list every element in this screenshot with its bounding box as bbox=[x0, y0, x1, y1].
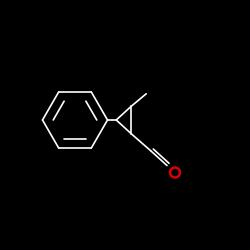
Polygon shape bbox=[170, 167, 180, 178]
Polygon shape bbox=[172, 170, 178, 175]
